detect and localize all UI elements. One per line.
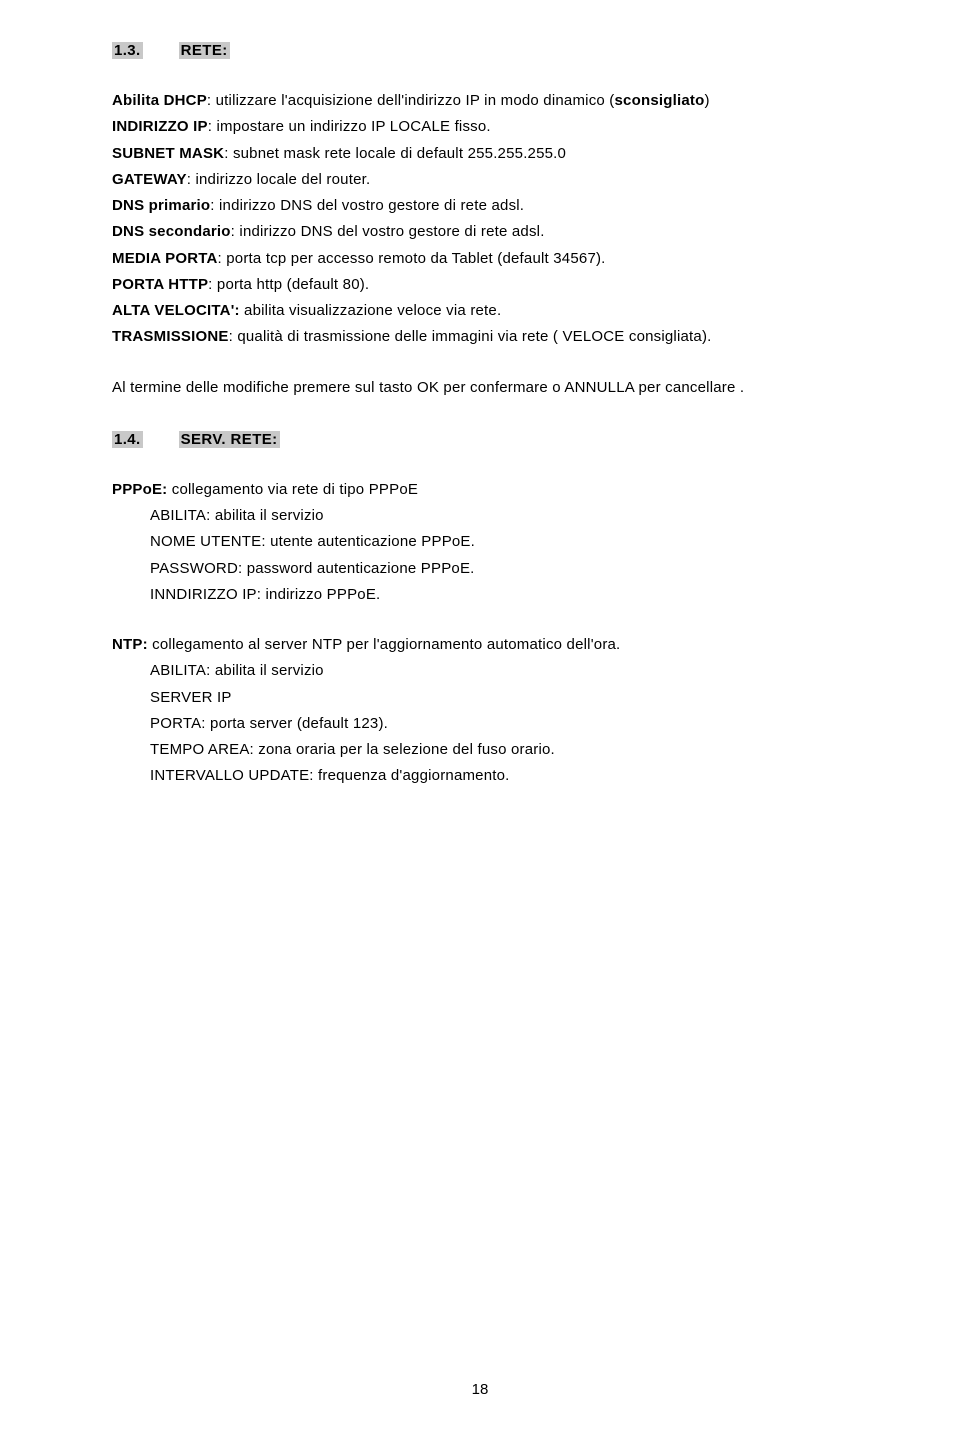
ntp-lead: NTP: (112, 636, 148, 653)
ntp-lead-line: NTP: collegamento al server NTP per l'ag… (112, 632, 862, 658)
item-text: : impostare un indirizzo IP LOCALE fisso… (208, 118, 491, 135)
confirm-text: Al termine delle modifiche premere sul t… (112, 375, 862, 401)
item-label: INDIRIZZO IP (112, 118, 208, 135)
ntp-block: NTP: collegamento al server NTP per l'ag… (112, 632, 862, 790)
item-text: : qualità di trasmissione delle immagini… (229, 328, 712, 345)
pppoe-lead-text: collegamento via rete di tipo PPPoE (167, 481, 418, 498)
item-label: DNS primario (112, 197, 210, 214)
item-text: : porta tcp per accesso remoto da Tablet… (218, 250, 606, 267)
item-text: : indirizzo DNS del vostro gestore di re… (210, 197, 524, 214)
item-label: ALTA VELOCITA': (112, 302, 240, 319)
page-number: 18 (0, 1381, 960, 1398)
section-title: RETE: (179, 42, 230, 59)
pppoe-lead: PPPoE: (112, 481, 167, 498)
pppoe-line: INNDIRIZZO IP: indirizzo PPPoE. (112, 582, 862, 608)
item-text: : indirizzo locale del router. (187, 171, 371, 188)
item-label: PORTA HTTP (112, 276, 208, 293)
section-1-3-heading: 1.3. RETE: (112, 42, 862, 60)
document-page: 1.3. RETE: Abilita DHCP: utilizzare l'acq… (0, 0, 960, 1434)
ntp-line: INTERVALLO UPDATE: frequenza d'aggiornam… (112, 763, 862, 789)
item-label: Abilita DHCP (112, 92, 207, 109)
item-label: GATEWAY (112, 171, 187, 188)
item-text: : porta http (default 80). (208, 276, 369, 293)
pppoe-line: ABILITA: abilita il servizio (112, 503, 862, 529)
ntp-line: TEMPO AREA: zona oraria per la selezione… (112, 737, 862, 763)
section-1-4-heading: 1.4. SERV. RETE: (112, 431, 862, 449)
section-number: 1.4. (112, 431, 143, 448)
pppoe-line: PASSWORD: password autenticazione PPPoE. (112, 556, 862, 582)
section-title: SERV. RETE: (179, 431, 280, 448)
item-text: : subnet mask rete locale di default 255… (224, 145, 566, 162)
ntp-line: SERVER IP (112, 685, 862, 711)
item-tail-bold: sconsigliato (615, 92, 705, 109)
item-label: MEDIA PORTA (112, 250, 218, 267)
pppoe-lead-line: PPPoE: collegamento via rete di tipo PPP… (112, 477, 862, 503)
item-label: DNS secondario (112, 223, 231, 240)
item-text: : indirizzo DNS del vostro gestore di re… (231, 223, 545, 240)
section-number: 1.3. (112, 42, 143, 59)
item-label: SUBNET MASK (112, 145, 224, 162)
item-tail: ) (704, 92, 709, 109)
ntp-line: ABILITA: abilita il servizio (112, 658, 862, 684)
pppoe-block: PPPoE: collegamento via rete di tipo PPP… (112, 477, 862, 608)
pppoe-line: NOME UTENTE: utente autenticazione PPPoE… (112, 529, 862, 555)
ntp-line: PORTA: porta server (default 123). (112, 711, 862, 737)
section-1-3-body: Abilita DHCP: utilizzare l'acquisizione … (112, 88, 862, 351)
item-text: : utilizzare l'acquisizione dell'indiriz… (207, 92, 615, 109)
item-label: TRASMISSIONE (112, 328, 229, 345)
ntp-lead-text: collegamento al server NTP per l'aggiorn… (148, 636, 621, 653)
item-text: abilita visualizzazione veloce via rete. (240, 302, 502, 319)
